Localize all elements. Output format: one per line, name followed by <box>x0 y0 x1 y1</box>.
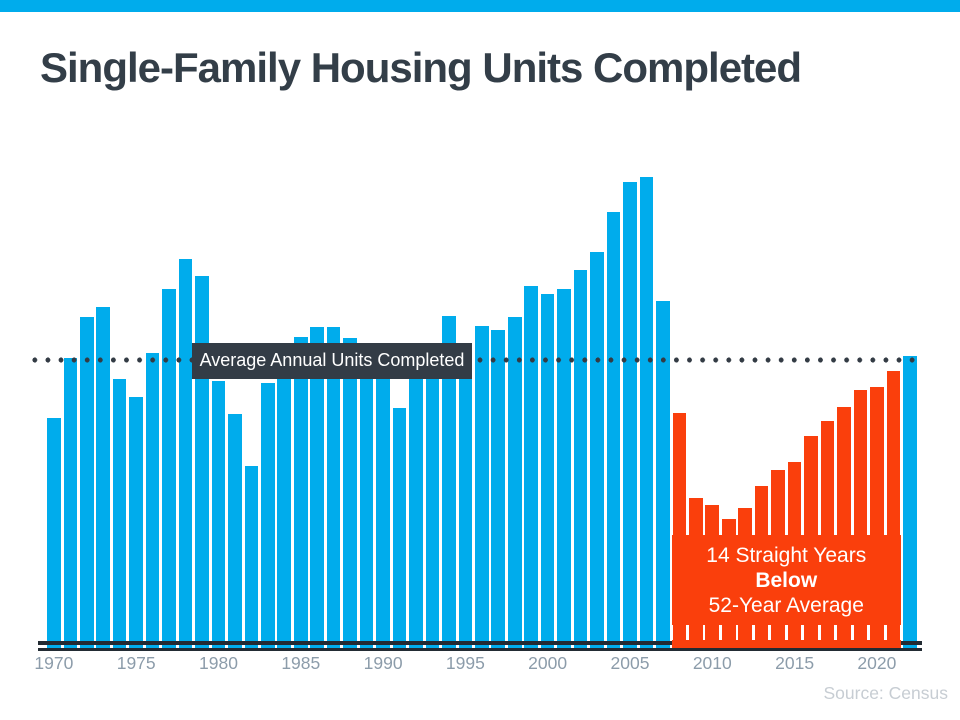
x-tick-label-1975: 1975 <box>116 653 156 673</box>
x-tick-label-2000: 2000 <box>528 653 568 673</box>
bar-1975 <box>129 396 143 648</box>
bar-1976 <box>145 352 160 648</box>
banner-line-1: 14 Straight Years <box>706 543 867 567</box>
top-accent-bar <box>0 0 960 12</box>
bar-1999 <box>524 286 538 648</box>
bar-2001 <box>557 288 571 648</box>
bar-1984 <box>277 354 292 648</box>
bar-1977 <box>162 288 176 648</box>
bar-1989 <box>359 354 374 648</box>
bar-1997 <box>491 330 506 648</box>
bar-2007 <box>656 300 670 648</box>
bar-2005 <box>623 182 637 648</box>
x-axis-line-upper <box>38 641 922 645</box>
bar-1978 <box>178 258 193 648</box>
bar-1998 <box>507 316 522 648</box>
x-tick-label-2020: 2020 <box>857 653 897 673</box>
bar-1994 <box>442 316 456 648</box>
x-tick-label-1995: 1995 <box>445 653 485 673</box>
x-tick-label-1985: 1985 <box>281 653 321 673</box>
bar-1987 <box>326 326 341 648</box>
below-average-banner-strip <box>672 639 901 648</box>
x-tick-label-2005: 2005 <box>610 653 650 673</box>
bar-1992 <box>409 372 423 648</box>
bar-1979 <box>195 276 209 648</box>
banner-line-3: 52-Year Average <box>708 593 864 617</box>
x-tick-label-1990: 1990 <box>363 653 403 673</box>
banner-line-2: Below <box>755 568 818 592</box>
x-tick-label-1970: 1970 <box>34 653 74 673</box>
bar-1983 <box>261 382 275 648</box>
bar-1993 <box>425 352 440 648</box>
below-average-banner: 14 Straight Years Below 52-Year Average <box>672 535 901 625</box>
bar-1972 <box>79 316 94 648</box>
bar-1988 <box>343 338 357 648</box>
bar-1971 <box>63 358 78 648</box>
chart-title: Single-Family Housing Units Completed <box>40 44 802 91</box>
bar-2006 <box>639 176 654 648</box>
bar-1991 <box>392 408 407 648</box>
x-tick-label-2015: 2015 <box>775 653 815 673</box>
bar-1990 <box>376 368 390 648</box>
bar-1973 <box>96 306 111 648</box>
bar-1981 <box>228 414 242 648</box>
average-label-box: Average Annual Units Completed <box>192 342 472 379</box>
average-dotted-line <box>32 357 922 363</box>
bar-1980 <box>211 380 226 648</box>
bar-1996 <box>475 326 489 648</box>
x-axis-line-lower <box>38 647 922 651</box>
bar-1985 <box>293 336 308 648</box>
bar-1982 <box>244 466 259 648</box>
bar-2000 <box>540 294 555 648</box>
x-tick-label-2010: 2010 <box>692 653 732 673</box>
bar-2002 <box>573 270 588 648</box>
bar-1995 <box>458 346 473 648</box>
average-label-text: Average Annual Units Completed <box>199 350 465 371</box>
bar-2003 <box>590 252 604 648</box>
bar-1986 <box>310 326 325 648</box>
bar-2004 <box>606 212 621 648</box>
x-tick-label-1980: 1980 <box>199 653 238 673</box>
bar-2022 <box>902 356 917 648</box>
bar-1970 <box>47 418 61 648</box>
bar-1974 <box>112 378 127 648</box>
source-caption: Source: Census <box>823 683 948 703</box>
